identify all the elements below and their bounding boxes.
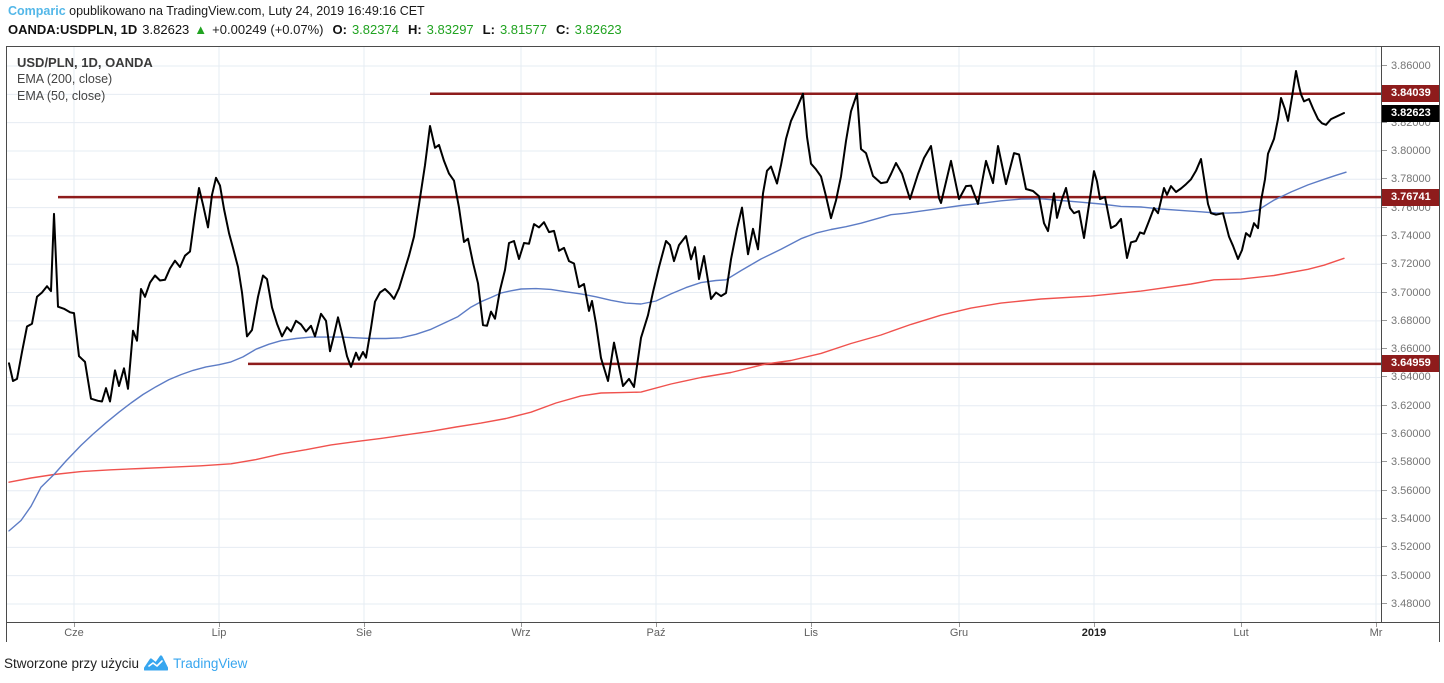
price-axis[interactable]: 3.860003.840003.820003.800003.780003.760… (1381, 47, 1439, 622)
price-tick: 3.56000 (1382, 485, 1439, 497)
chart-widget: USD/PLN, 1D, OANDA EMA (200, close) EMA … (6, 46, 1440, 643)
open-value: 3.82374 (351, 22, 399, 37)
price-tick: 3.66000 (1382, 343, 1439, 355)
footer-text: Stworzone przy użyciu (4, 655, 140, 671)
price-tick: 3.80000 (1382, 145, 1439, 157)
publisher-line: Comparic opublikowano na TradingView.com… (8, 2, 1428, 20)
last-price-badge: 3.82623 (1382, 105, 1439, 123)
price-tick: 3.70000 (1382, 287, 1439, 299)
tradingview-logo-icon (143, 655, 169, 671)
footer: Stworzone przy użyciu TradingView (0, 642, 1444, 683)
price-tick: 3.64000 (1382, 371, 1439, 383)
ema200-line (8, 257, 1345, 483)
plot-area[interactable]: USD/PLN, 1D, OANDA EMA (200, close) EMA … (7, 47, 1381, 622)
close-label: C: (555, 22, 570, 37)
up-triangle-icon: ▲ (194, 22, 208, 37)
price-tick: 3.62000 (1382, 400, 1439, 412)
price-tick: 3.60000 (1382, 428, 1439, 440)
price-tick: 3.58000 (1382, 456, 1439, 468)
tradingview-brand-link[interactable]: TradingView (173, 655, 248, 671)
legend-symbol[interactable]: USD/PLN, 1D, OANDA (17, 55, 153, 70)
header: Comparic opublikowano na TradingView.com… (8, 2, 1428, 40)
price-tick: 3.48000 (1382, 598, 1439, 610)
ema50-line (8, 171, 1347, 532)
price-tick: 3.72000 (1382, 258, 1439, 270)
price-tick: 3.50000 (1382, 570, 1439, 582)
last-price-value: 3.82623 (142, 22, 190, 37)
price-level-badge: 3.76741 (1382, 188, 1439, 206)
legend-ema50[interactable]: EMA (50, close) (17, 89, 106, 103)
price-level-badge: 3.84039 (1382, 85, 1439, 103)
legend-ema200[interactable]: EMA (200, close) (17, 72, 113, 86)
price-tick: 3.54000 (1382, 513, 1439, 525)
close-value: 3.82623 (574, 22, 622, 37)
open-label: O: (332, 22, 347, 37)
low-value: 3.81577 (499, 22, 547, 37)
publisher-name[interactable]: Comparic (8, 4, 66, 18)
high-value: 3.83297 (426, 22, 474, 37)
chart-canvas[interactable] (7, 47, 1381, 622)
price-tick: 3.78000 (1382, 173, 1439, 185)
published-text: opublikowano na TradingView.com, Luty 24… (65, 4, 425, 18)
symbol-line: OANDA:USDPLN, 1D 3.82623 ▲ +0.00249 (+0.… (8, 20, 1428, 40)
price-tick: 3.86000 (1382, 60, 1439, 72)
price-change: +0.00249 (+0.07%) (212, 22, 324, 37)
time-axis[interactable]: Cze Lip Sie Wrz Paź Lis Gru 2019 Lut Mr (7, 622, 1439, 642)
price-tick: 3.68000 (1382, 315, 1439, 327)
price-tick: 3.74000 (1382, 230, 1439, 242)
chart-legend: USD/PLN, 1D, OANDA EMA (200, close) EMA … (17, 54, 153, 105)
high-label: H: (407, 22, 422, 37)
price-tick: 3.52000 (1382, 541, 1439, 553)
symbol-title: OANDA:USDPLN, 1D (8, 22, 138, 37)
low-label: L: (482, 22, 495, 37)
price-line (8, 70, 1345, 403)
price-level-badge: 3.64959 (1382, 355, 1439, 373)
